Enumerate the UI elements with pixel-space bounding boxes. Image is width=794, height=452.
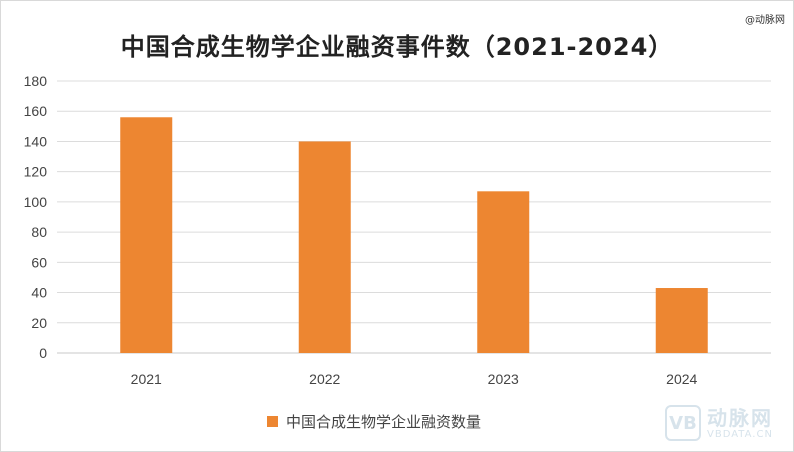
- bar-2024: [655, 288, 708, 353]
- y-tick-label: 20: [31, 315, 47, 331]
- y-tick-label: 40: [31, 285, 47, 301]
- y-tick-label: 0: [39, 345, 47, 361]
- legend: 中国合成生物学企业融资数量: [267, 411, 481, 432]
- legend-label: 中国合成生物学企业融资数量: [286, 413, 482, 431]
- watermark-text: @动脉网: [745, 15, 785, 26]
- x-tick-label: 2022: [309, 371, 340, 387]
- x-tick-label: 2021: [131, 371, 162, 387]
- y-tick-label: 120: [24, 164, 48, 180]
- x-tick-label: 2023: [488, 371, 519, 387]
- x-tick-label: 2024: [666, 371, 697, 387]
- bar-2021: [120, 117, 173, 354]
- logo-cn: 动脉网: [707, 405, 773, 430]
- bar-2023: [477, 191, 530, 353]
- legend-swatch: [267, 416, 278, 427]
- y-tick-label: 60: [31, 254, 47, 270]
- bar-2022: [298, 141, 351, 353]
- y-tick-label: 160: [24, 103, 48, 119]
- y-tick-label: 100: [24, 194, 48, 210]
- y-tick-label: 180: [24, 73, 48, 89]
- logo-mark: VB: [665, 405, 701, 441]
- y-tick-label: 140: [24, 133, 48, 149]
- logo-en: VBDATA.CN: [707, 428, 773, 440]
- vbdata-logo: VB 动脉网 VBDATA.CN: [665, 405, 773, 441]
- chart-title: 中国合成生物学企业融资事件数（2021-2024）: [120, 33, 674, 61]
- y-tick-label: 80: [31, 224, 47, 240]
